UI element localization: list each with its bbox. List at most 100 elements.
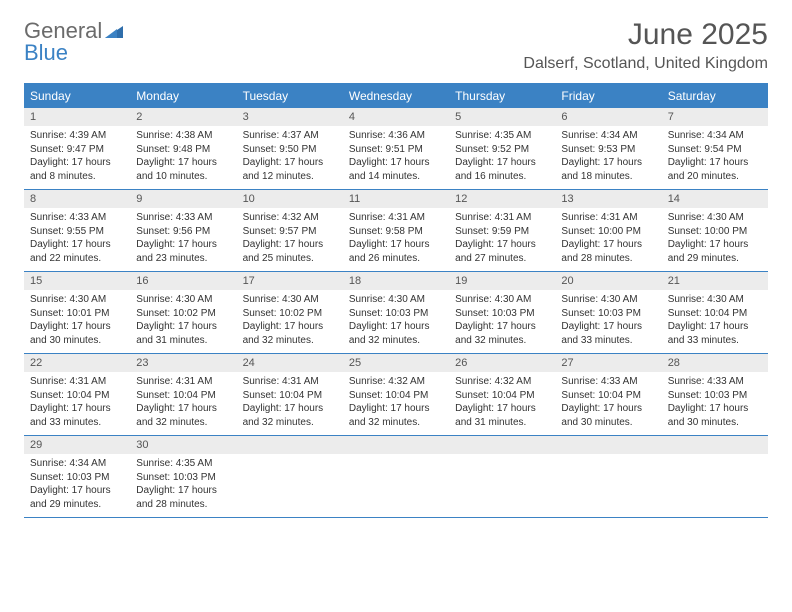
sunset-text: Sunset: 10:03 PM	[136, 471, 230, 485]
calendar-page: General Blue June 2025 Dalserf, Scotland…	[0, 0, 792, 536]
sunset-text: Sunset: 10:00 PM	[668, 225, 762, 239]
daylight-text-1: Daylight: 17 hours	[136, 238, 230, 252]
sunrise-text: Sunrise: 4:33 AM	[668, 375, 762, 389]
week-row: 15161718192021Sunrise: 4:30 AMSunset: 10…	[24, 271, 768, 353]
daylight-text-1: Daylight: 17 hours	[30, 238, 124, 252]
sunset-text: Sunset: 9:53 PM	[561, 143, 655, 157]
logo: General Blue	[24, 18, 123, 64]
sunrise-text: Sunrise: 4:31 AM	[455, 211, 549, 225]
daylight-text-1: Daylight: 17 hours	[455, 402, 549, 416]
daylight-text-2: and 31 minutes.	[136, 334, 230, 348]
sunset-text: Sunset: 10:04 PM	[349, 389, 443, 403]
sunrise-text: Sunrise: 4:30 AM	[561, 293, 655, 307]
sunrise-text: Sunrise: 4:30 AM	[30, 293, 124, 307]
title-block: June 2025 Dalserf, Scotland, United King…	[523, 18, 768, 73]
sunset-text: Sunset: 9:48 PM	[136, 143, 230, 157]
weekday-monday: Monday	[130, 84, 236, 108]
day-number: 22	[24, 354, 130, 372]
daylight-text-2: and 30 minutes.	[561, 416, 655, 430]
sunset-text: Sunset: 10:03 PM	[668, 389, 762, 403]
day-number: 9	[130, 190, 236, 208]
daylight-text-2: and 12 minutes.	[243, 170, 337, 184]
day-cell: Sunrise: 4:30 AMSunset: 10:03 PMDaylight…	[555, 290, 661, 353]
sunset-text: Sunset: 10:00 PM	[561, 225, 655, 239]
daylight-text-2: and 33 minutes.	[30, 416, 124, 430]
daylight-text-1: Daylight: 17 hours	[668, 320, 762, 334]
logo-triangle-icon	[105, 20, 123, 42]
daylight-text-1: Daylight: 17 hours	[561, 156, 655, 170]
daylight-text-1: Daylight: 17 hours	[668, 156, 762, 170]
daylight-text-2: and 30 minutes.	[668, 416, 762, 430]
day-cell: Sunrise: 4:35 AMSunset: 10:03 PMDaylight…	[130, 454, 236, 517]
sunset-text: Sunset: 9:55 PM	[30, 225, 124, 239]
daylight-text-1: Daylight: 17 hours	[136, 402, 230, 416]
day-number: 10	[237, 190, 343, 208]
weekday-thursday: Thursday	[449, 84, 555, 108]
sunrise-text: Sunrise: 4:31 AM	[136, 375, 230, 389]
daylight-text-1: Daylight: 17 hours	[349, 238, 443, 252]
sunset-text: Sunset: 10:04 PM	[455, 389, 549, 403]
day-cell: Sunrise: 4:30 AMSunset: 10:00 PMDaylight…	[662, 208, 768, 271]
logo-word-blue: Blue	[24, 40, 68, 65]
day-number: 1	[24, 108, 130, 126]
daylight-text-2: and 8 minutes.	[30, 170, 124, 184]
day-cell: Sunrise: 4:30 AMSunset: 10:03 PMDaylight…	[343, 290, 449, 353]
day-cell: Sunrise: 4:34 AMSunset: 9:53 PMDaylight:…	[555, 126, 661, 189]
day-cell: Sunrise: 4:31 AMSunset: 10:00 PMDaylight…	[555, 208, 661, 271]
day-cell	[662, 454, 768, 517]
day-cell: Sunrise: 4:30 AMSunset: 10:04 PMDaylight…	[662, 290, 768, 353]
day-cell: Sunrise: 4:38 AMSunset: 9:48 PMDaylight:…	[130, 126, 236, 189]
daylight-text-2: and 32 minutes.	[349, 334, 443, 348]
day-number: 4	[343, 108, 449, 126]
day-cell: Sunrise: 4:32 AMSunset: 9:57 PMDaylight:…	[237, 208, 343, 271]
daynum-strip: 22232425262728	[24, 354, 768, 372]
week-row: 1234567Sunrise: 4:39 AMSunset: 9:47 PMDa…	[24, 108, 768, 189]
day-number: 3	[237, 108, 343, 126]
daylight-text-1: Daylight: 17 hours	[30, 156, 124, 170]
logo-text: General Blue	[24, 18, 123, 64]
sunset-text: Sunset: 10:04 PM	[243, 389, 337, 403]
weekday-sunday: Sunday	[24, 84, 130, 108]
day-number: 18	[343, 272, 449, 290]
sunset-text: Sunset: 9:52 PM	[455, 143, 549, 157]
day-number: 21	[662, 272, 768, 290]
daylight-text-2: and 16 minutes.	[455, 170, 549, 184]
daynum-strip: 15161718192021	[24, 272, 768, 290]
sunset-text: Sunset: 10:01 PM	[30, 307, 124, 321]
sunrise-text: Sunrise: 4:32 AM	[243, 211, 337, 225]
daylight-text-2: and 31 minutes.	[455, 416, 549, 430]
day-number: 24	[237, 354, 343, 372]
sunset-text: Sunset: 9:59 PM	[455, 225, 549, 239]
sunrise-text: Sunrise: 4:30 AM	[668, 293, 762, 307]
sunset-text: Sunset: 9:51 PM	[349, 143, 443, 157]
sunrise-text: Sunrise: 4:34 AM	[30, 457, 124, 471]
sunset-text: Sunset: 9:58 PM	[349, 225, 443, 239]
sunset-text: Sunset: 9:54 PM	[668, 143, 762, 157]
weekday-wednesday: Wednesday	[343, 84, 449, 108]
day-cell: Sunrise: 4:33 AMSunset: 9:56 PMDaylight:…	[130, 208, 236, 271]
sunrise-text: Sunrise: 4:30 AM	[136, 293, 230, 307]
day-cell: Sunrise: 4:36 AMSunset: 9:51 PMDaylight:…	[343, 126, 449, 189]
day-number: 2	[130, 108, 236, 126]
sunrise-text: Sunrise: 4:33 AM	[561, 375, 655, 389]
daylight-text-1: Daylight: 17 hours	[243, 238, 337, 252]
day-number: 8	[24, 190, 130, 208]
day-cell: Sunrise: 4:30 AMSunset: 10:03 PMDaylight…	[449, 290, 555, 353]
day-cell	[449, 454, 555, 517]
day-number: 29	[24, 436, 130, 454]
day-number: 20	[555, 272, 661, 290]
week-row: 22232425262728Sunrise: 4:31 AMSunset: 10…	[24, 353, 768, 435]
daylight-text-2: and 29 minutes.	[30, 498, 124, 512]
day-cell: Sunrise: 4:32 AMSunset: 10:04 PMDaylight…	[449, 372, 555, 435]
daylight-text-2: and 23 minutes.	[136, 252, 230, 266]
day-number: 14	[662, 190, 768, 208]
sunrise-text: Sunrise: 4:34 AM	[561, 129, 655, 143]
daylight-text-1: Daylight: 17 hours	[455, 320, 549, 334]
daylight-text-2: and 32 minutes.	[455, 334, 549, 348]
sunrise-text: Sunrise: 4:31 AM	[243, 375, 337, 389]
day-cell	[343, 454, 449, 517]
day-number: 11	[343, 190, 449, 208]
sunset-text: Sunset: 9:56 PM	[136, 225, 230, 239]
day-number	[237, 436, 343, 454]
daylight-text-2: and 32 minutes.	[243, 416, 337, 430]
